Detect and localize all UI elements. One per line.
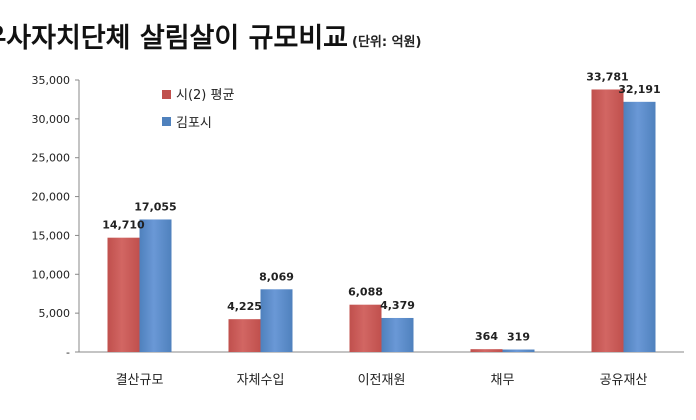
data-label: 33,781 (586, 70, 628, 83)
y-tick-label: - (66, 346, 70, 359)
legend-label-si-average: 시(2) 평균 (176, 88, 234, 103)
data-label: 8,069 (259, 270, 294, 283)
data-label: 17,055 (134, 200, 176, 213)
chart-title: 유사자치단체 살림살이 규모비교 (0, 23, 348, 54)
y-axis-ticks: - 5,000 10,000 15,000 20,000 25,000 30,000 35,0… (32, 74, 79, 359)
data-label: 319 (507, 331, 530, 344)
legend-label-gimpo: 김포시 (176, 116, 212, 131)
bar (107, 237, 140, 352)
legend-swatch-gimpo (162, 117, 171, 126)
category-label: 자체수입 (237, 373, 285, 388)
data-label: 32,191 (618, 83, 660, 96)
data-label: 4,379 (380, 299, 415, 312)
bar (591, 89, 624, 352)
bar (470, 349, 503, 352)
bar (381, 317, 414, 352)
legend: 시(2) 평균 김포시 (162, 88, 234, 131)
y-tick-label: 15,000 (32, 229, 71, 242)
y-tick-label: 10,000 (32, 268, 71, 281)
bar (623, 101, 656, 352)
category-label: 결산규모 (116, 373, 164, 388)
category-label: 채무 (491, 373, 515, 388)
bar (349, 304, 382, 352)
bar (502, 349, 535, 352)
category-label: 이전재원 (358, 373, 406, 388)
bar (139, 219, 172, 352)
legend-swatch-si-average (162, 90, 171, 99)
data-label: 364 (475, 330, 498, 343)
y-tick-label: 5,000 (39, 307, 71, 320)
y-tick-label: 25,000 (32, 152, 71, 165)
category-labels: 결산규모 자체수입 이전재원 채무 공유재산 (116, 373, 648, 388)
y-tick-label: 35,000 (32, 74, 71, 87)
category-label: 공유재산 (600, 373, 648, 388)
data-label: 4,225 (227, 300, 262, 313)
bar (260, 289, 293, 352)
chart-unit: (단위: 억원) (352, 34, 421, 50)
data-label: 6,088 (348, 286, 383, 299)
bars (107, 89, 656, 352)
bar (228, 319, 261, 352)
y-tick-label: 30,000 (32, 113, 71, 126)
data-label: 14,710 (102, 219, 145, 232)
y-tick-label: 20,000 (32, 191, 71, 204)
